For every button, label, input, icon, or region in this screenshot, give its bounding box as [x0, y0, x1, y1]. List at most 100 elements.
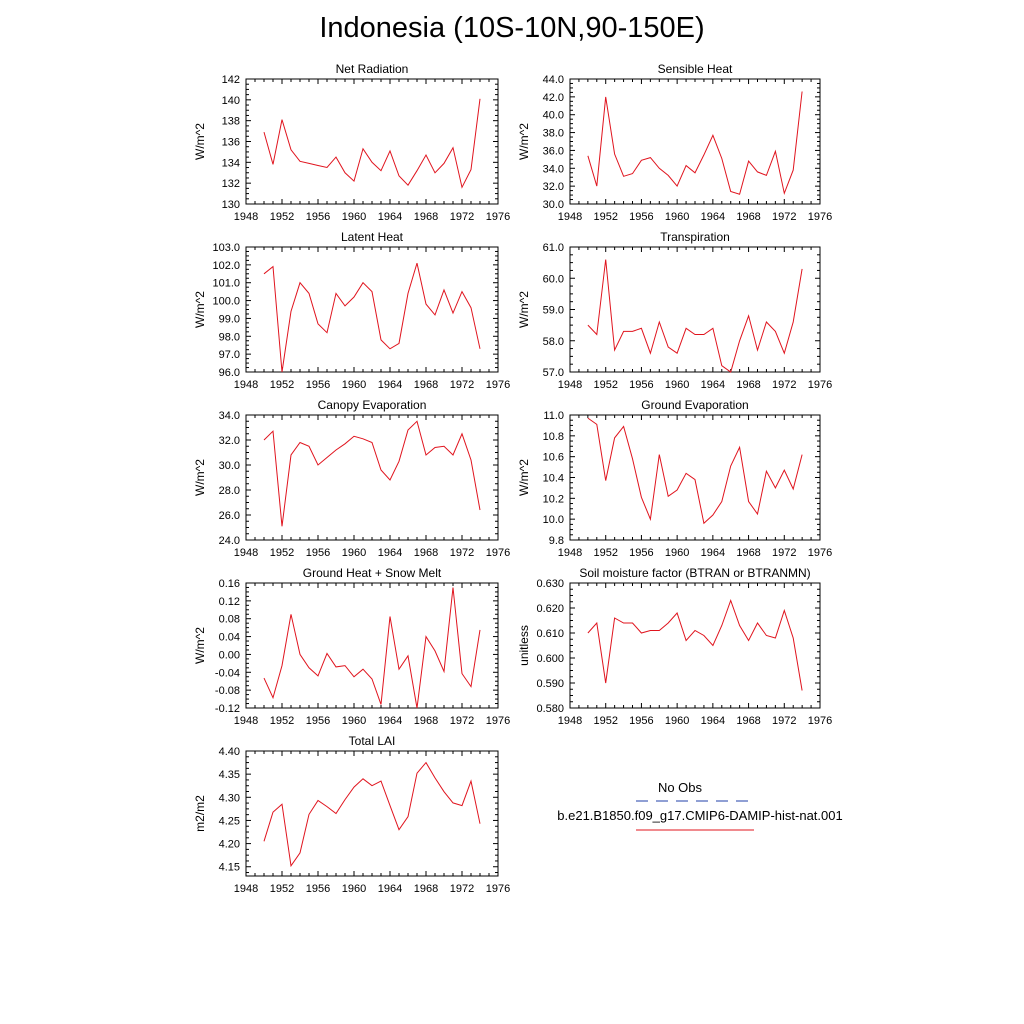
y-tick-label: 0.610 — [536, 628, 564, 640]
y-axis-label: unitless — [517, 625, 531, 666]
x-tick-label: 1968 — [414, 547, 438, 559]
x-tick-label: 1976 — [486, 883, 510, 895]
y-tick-label: 134 — [222, 157, 240, 169]
series-line — [263, 420, 481, 527]
x-tick-label: 1948 — [558, 211, 582, 223]
x-tick-label: 1972 — [450, 547, 474, 559]
y-tick-label: 34.0 — [219, 410, 240, 422]
y-tick-label: 100.0 — [212, 296, 240, 308]
x-tick-label: 1968 — [414, 211, 438, 223]
panel-title: Transpiration — [660, 230, 730, 244]
y-tick-label: 11.0 — [543, 410, 564, 422]
x-tick-label: 1964 — [378, 883, 402, 895]
y-tick-label: 57.0 — [543, 367, 564, 379]
x-tick-label: 1956 — [629, 379, 653, 391]
x-tick-label: 1960 — [342, 379, 366, 391]
x-tick-label: 1964 — [701, 715, 725, 727]
y-tick-label: 10.4 — [543, 473, 564, 485]
x-tick-label: 1968 — [414, 379, 438, 391]
x-tick-label: 1948 — [234, 379, 258, 391]
y-tick-label: 0.00 — [219, 649, 240, 661]
y-tick-label: -0.12 — [215, 703, 240, 715]
x-tick-label: 1964 — [701, 547, 725, 559]
x-tick-label: 1964 — [378, 211, 402, 223]
y-tick-label: 40.0 — [543, 110, 564, 122]
x-tick-label: 1960 — [342, 883, 366, 895]
x-tick-label: 1960 — [665, 547, 689, 559]
x-tick-label: 1956 — [306, 547, 330, 559]
y-tick-label: 10.0 — [543, 514, 564, 526]
x-tick-label: 1972 — [450, 715, 474, 727]
x-tick-label: 1976 — [808, 547, 832, 559]
y-tick-label: 98.0 — [219, 331, 240, 343]
y-tick-label: 61.0 — [543, 242, 564, 254]
y-tick-label: 10.8 — [543, 431, 564, 443]
y-tick-label: 0.580 — [536, 703, 564, 715]
x-tick-label: 1972 — [450, 883, 474, 895]
x-tick-label: 1960 — [342, 715, 366, 727]
x-tick-label: 1976 — [486, 211, 510, 223]
y-tick-label: 0.630 — [536, 578, 564, 590]
y-axis-label: m2/m2 — [193, 795, 207, 832]
y-tick-label: 101.0 — [212, 278, 240, 290]
y-tick-label: 4.20 — [219, 839, 240, 851]
y-tick-label: 4.30 — [219, 792, 240, 804]
series-line — [587, 417, 803, 525]
panel-title: Ground Evaporation — [641, 398, 748, 412]
series-line — [587, 91, 803, 196]
y-tick-label: 32.0 — [543, 181, 564, 193]
y-tick-label: 0.12 — [219, 596, 240, 608]
x-tick-label: 1952 — [593, 211, 617, 223]
y-tick-label: 4.15 — [219, 862, 240, 874]
x-tick-label: 1952 — [270, 379, 294, 391]
y-tick-label: 42.0 — [543, 92, 564, 104]
x-tick-label: 1952 — [270, 715, 294, 727]
x-tick-label: 1948 — [558, 547, 582, 559]
x-tick-label: 1952 — [270, 883, 294, 895]
x-tick-label: 1972 — [450, 379, 474, 391]
series-line — [263, 761, 481, 868]
page-title: Indonesia (10S-10N,90-150E) — [319, 12, 705, 44]
y-tick-label: -0.08 — [215, 685, 240, 697]
y-tick-label: 138 — [222, 116, 240, 128]
y-tick-label: 96.0 — [219, 367, 240, 379]
series-line — [587, 259, 803, 373]
y-tick-label: 36.0 — [543, 145, 564, 157]
y-tick-label: 32.0 — [219, 435, 240, 447]
x-tick-label: 1976 — [808, 715, 832, 727]
y-axis-label: W/m^2 — [193, 123, 207, 160]
y-tick-label: 28.0 — [219, 485, 240, 497]
x-tick-label: 1956 — [306, 715, 330, 727]
x-tick-label: 1956 — [629, 211, 653, 223]
y-tick-label: 4.25 — [219, 815, 240, 827]
x-tick-label: 1976 — [486, 379, 510, 391]
y-tick-label: -0.04 — [215, 667, 240, 679]
y-tick-label: 4.40 — [219, 746, 240, 758]
x-tick-label: 1960 — [342, 547, 366, 559]
x-tick-label: 1968 — [736, 379, 760, 391]
y-tick-label: 60.0 — [543, 273, 564, 285]
x-tick-label: 1960 — [665, 211, 689, 223]
x-tick-label: 1972 — [772, 379, 796, 391]
y-tick-label: 142 — [222, 74, 240, 86]
panel-title: Ground Heat + Snow Melt — [303, 566, 442, 580]
y-tick-label: 0.600 — [536, 653, 564, 665]
y-tick-label: 59.0 — [543, 305, 564, 317]
x-tick-label: 1952 — [593, 715, 617, 727]
x-tick-label: 1948 — [558, 379, 582, 391]
panel-title: Total LAI — [349, 734, 396, 748]
x-tick-label: 1972 — [450, 211, 474, 223]
x-tick-label: 1972 — [772, 547, 796, 559]
x-tick-label: 1964 — [701, 379, 725, 391]
x-tick-label: 1972 — [772, 715, 796, 727]
x-tick-label: 1972 — [772, 211, 796, 223]
x-tick-label: 1948 — [558, 715, 582, 727]
x-tick-label: 1964 — [378, 715, 402, 727]
y-tick-label: 132 — [222, 178, 240, 190]
y-tick-label: 140 — [222, 95, 240, 107]
y-axis-label: W/m^2 — [517, 291, 531, 328]
x-tick-label: 1964 — [701, 211, 725, 223]
y-tick-label: 0.620 — [536, 603, 564, 615]
panel-title: Soil moisture factor (BTRAN or BTRANMN) — [579, 566, 810, 580]
